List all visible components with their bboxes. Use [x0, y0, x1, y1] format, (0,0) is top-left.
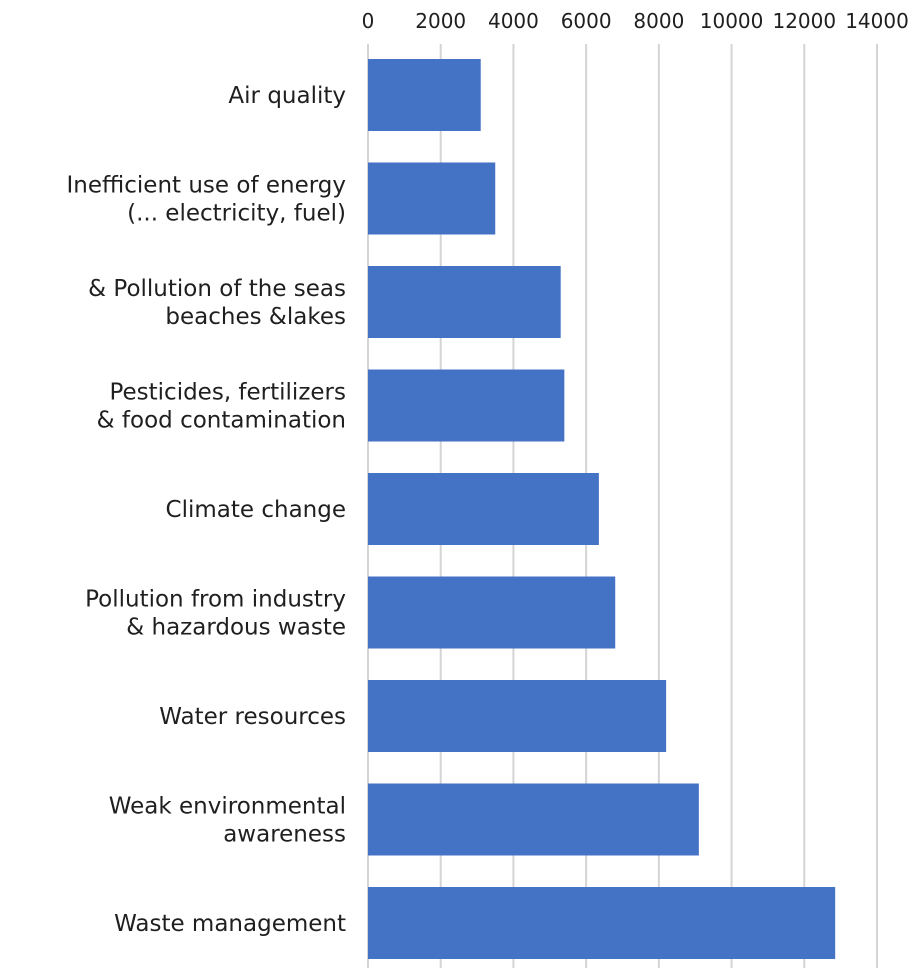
bar [368, 576, 616, 649]
category-label: Pesticides, fertilizers & food contaminat… [97, 380, 346, 434]
x-tick-label: 12000 [772, 9, 836, 33]
x-tick-label: 4000 [488, 9, 539, 33]
category-label-line: & food contamination [97, 408, 346, 434]
category-label-line: Waste management [114, 911, 346, 937]
category-label: & Pollution of the seas beaches &lakes [88, 276, 346, 330]
x-tick-label: 0 [362, 9, 375, 33]
category-label-line: Weak environmental [109, 794, 346, 820]
category-label: Waste management [114, 911, 346, 937]
bar [368, 473, 599, 545]
category-label: Pollution from industry & hazardous waste [85, 587, 346, 641]
x-tick-label: 6000 [561, 9, 612, 33]
category-label-line: Pollution from industry [85, 587, 346, 613]
category-label-line: Pesticides, fertilizers [109, 380, 346, 406]
category-label-line: Climate change [166, 497, 346, 523]
category-label-line: Water resources [159, 704, 346, 730]
category-label-line: Air quality [228, 83, 346, 109]
category-label: Weak environmental awareness [109, 794, 346, 848]
bar [368, 369, 565, 442]
category-label-line: (... electricity, fuel) [127, 201, 346, 227]
category-labels: Air quality Inefficient use of energy (...… [67, 83, 346, 937]
bars [368, 59, 836, 959]
bar [368, 162, 496, 235]
x-tick-label: 14000 [845, 9, 909, 33]
category-label: Climate change [166, 497, 346, 523]
bar [368, 887, 836, 959]
category-label-line: beaches &lakes [165, 304, 346, 330]
bar [368, 59, 481, 131]
category-label: Air quality [228, 83, 346, 109]
x-tick-label: 2000 [415, 9, 466, 33]
bar [368, 783, 699, 856]
category-label-line: & Pollution of the seas [88, 276, 346, 302]
x-axis-ticks: 0 2000 4000 6000 8000 10000 12000 14000 [362, 9, 909, 33]
x-tick-label: 8000 [633, 9, 684, 33]
category-label-line: & hazardous waste [126, 615, 346, 641]
x-tick-label: 10000 [700, 9, 764, 33]
category-label: Water resources [159, 704, 346, 730]
category-label: Inefficient use of energy (... electricit… [67, 173, 346, 227]
category-label-line: awareness [223, 822, 346, 848]
bar [368, 266, 561, 338]
bar [368, 680, 667, 752]
category-label-line: Inefficient use of energy [67, 173, 346, 199]
